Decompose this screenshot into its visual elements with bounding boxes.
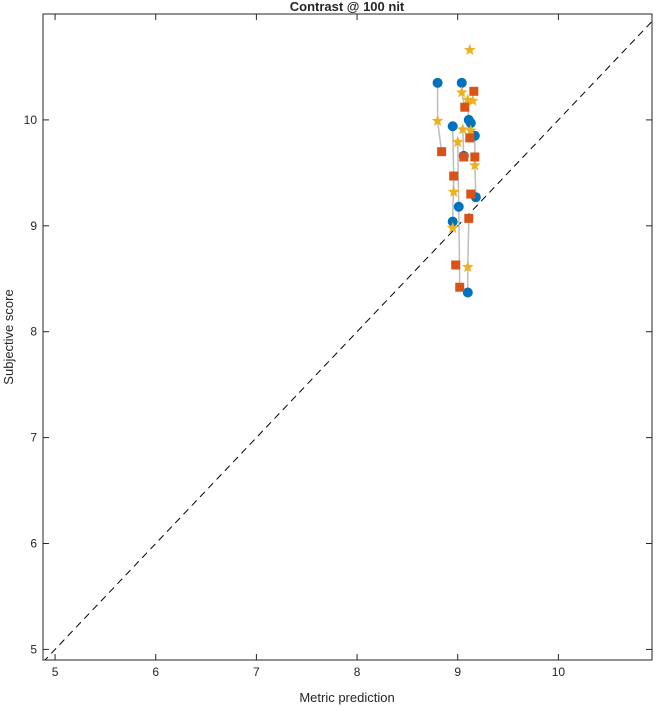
y-tick-label: 10 [24,113,38,127]
data-point-square [455,282,465,292]
data-point-square [466,189,476,199]
chart-title: Contrast @ 100 nit [290,0,405,14]
data-point-circle [447,216,458,227]
x-tick-label: 5 [52,665,59,679]
data-point-square [451,260,461,270]
data-point-star [455,86,468,98]
data-point-star [446,221,459,233]
x-axis-label: Metric prediction [299,690,394,705]
data-point-circle [465,118,476,129]
x-tick-label: 8 [354,665,361,679]
x-tick-label: 9 [454,665,461,679]
data-point-square [469,86,479,96]
y-tick-label: 6 [30,537,37,551]
x-tick-label: 10 [552,665,566,679]
identity-line [44,20,652,660]
data-point-star [431,114,444,126]
data-point-star [461,260,474,273]
data-point-star [456,123,469,135]
data-point-star [464,124,477,136]
x-tick-label: 7 [253,665,260,679]
y-axis-label: Subjective score [1,289,16,384]
data-point-square [460,102,470,112]
data-point-star [463,43,476,55]
data-point-circle [453,201,464,212]
data-point-square [465,133,475,143]
data-point-circle [447,121,458,132]
data-point-square [464,213,474,223]
connector-line [467,218,470,293]
data-point-star [466,94,479,106]
data-point-circle [432,77,443,88]
y-tick-label: 7 [30,431,37,445]
data-point-square [470,152,480,162]
data-point-circle [456,77,467,88]
plot-frame [42,13,653,661]
data-point-square [437,147,447,157]
data-point-star [468,159,481,171]
y-tick-label: 9 [30,219,37,233]
y-tick-label: 8 [30,325,37,339]
data-point-star [447,185,460,197]
data-point-square [449,171,459,181]
data-point-square [459,152,469,162]
y-tick-label: 5 [30,642,37,656]
data-point-circle [462,287,473,298]
x-tick-label: 6 [152,665,159,679]
data-point-star [451,135,464,148]
